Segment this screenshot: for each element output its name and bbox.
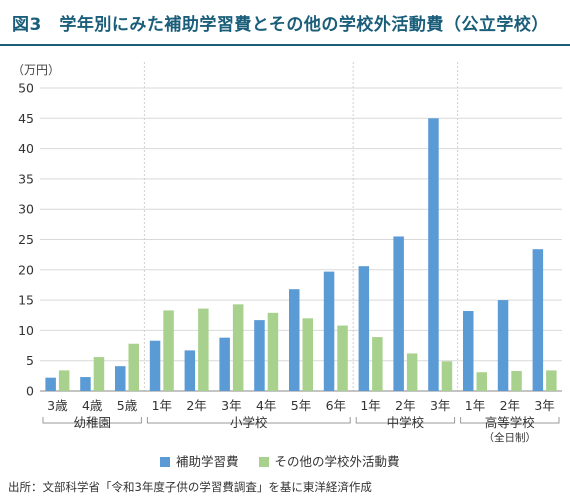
x-tick-label: 3年 [430,398,450,413]
bar-series1 [532,249,544,391]
x-tick-label: 3年 [221,398,241,413]
y-tick-label: 50 [18,81,34,96]
bar-series2 [163,310,174,391]
bar-series1 [358,266,370,391]
y-tick-label: 20 [18,262,34,277]
bar-series1 [219,337,230,391]
group-bracket [460,417,560,424]
legend-item-series1: 補助学習費 [160,451,239,470]
bar-series2 [232,304,244,391]
x-tick-label: 2年 [395,398,415,413]
y-axis-unit-label: （万円） [12,63,61,77]
x-tick-label: 1年 [465,398,485,413]
bar-series2 [58,370,70,391]
y-tick-label: 40 [18,141,34,156]
bar-series1 [45,377,56,391]
group-bracket [42,417,142,424]
source-note: 出所：文部科学省「令和3年度子供の学習費調査」を基に東洋経済作成 [8,480,372,494]
bar-series2 [198,308,209,391]
bar-series2 [337,325,348,391]
bar-series2 [441,361,453,391]
bar-series1 [393,236,404,391]
group-label: 高等学校 [485,415,536,430]
y-tick-label: 45 [18,111,34,126]
x-tick-label: 4年 [256,398,276,413]
bar-series2 [406,353,418,391]
bar-series1 [115,366,126,391]
legend-swatch-series2 [258,457,269,467]
bar-series1 [289,289,300,391]
bar-series2 [93,357,105,391]
bar-series1 [323,271,335,391]
bar-series2 [128,343,139,391]
bar-series1 [149,340,161,391]
x-tick-label: 6年 [326,398,346,413]
x-tick-label: 5年 [291,398,311,413]
group-label: 中学校 [387,415,425,430]
legend: 補助学習費 その他の学校外活動費 [160,451,416,470]
x-tick-label: 3年 [534,398,554,413]
bar-series2 [511,371,522,391]
bar-series1 [463,311,474,391]
group-sublabel: （全日制） [484,431,537,444]
y-tick-label: 0 [26,384,34,399]
legend-item-series2: その他の学校外活動費 [258,451,400,470]
x-tick-label: 2年 [186,398,206,413]
x-tick-label: 5歳 [117,398,138,413]
y-tick-label: 15 [18,293,34,308]
bar-series1 [497,300,509,391]
y-tick-label: 25 [18,232,34,247]
group-label: 小学校 [230,415,268,430]
bar-series2 [546,370,557,391]
legend-label-series2: その他の学校外活動費 [274,454,400,469]
y-tick-label: 35 [18,171,34,186]
y-tick-label: 30 [18,202,34,217]
bar-chart: 0 5 10 15 20 25 30 35 40 45 50 3歳 4歳 5歳 1年 2年 3年 4年 5年 6年 1年… [18,62,562,444]
y-tick-label: 5 [26,353,34,368]
title-underline [0,44,570,46]
bar-series1 [80,377,91,391]
bar-series2 [302,318,313,391]
group-bracket [146,417,351,424]
x-tick-label: 1年 [152,398,172,413]
x-tick-label: 2年 [500,398,520,413]
y-tick-label: 10 [18,323,34,338]
x-tick-label: 1年 [360,398,380,413]
title-bar: 図3 学年別にみた補助学習費とその他の学校外活動費（公立学校） [0,0,570,50]
bar-series2 [372,337,383,391]
bar-series2 [476,372,487,391]
bar-series1 [184,350,196,391]
legend-label-series1: 補助学習費 [176,454,239,469]
group-bracket [355,417,456,424]
bar-series1 [254,320,265,391]
x-tick-label: 4歳 [82,398,103,413]
bar-series2 [267,312,279,391]
x-tick-label: 3歳 [47,398,68,413]
legend-swatch-series1 [160,457,170,467]
bar-series1 [428,118,439,392]
group-label: 幼稚園 [73,415,111,430]
chart-title: 図3 学年別にみた補助学習費とその他の学校外活動費（公立学校） [12,15,549,35]
